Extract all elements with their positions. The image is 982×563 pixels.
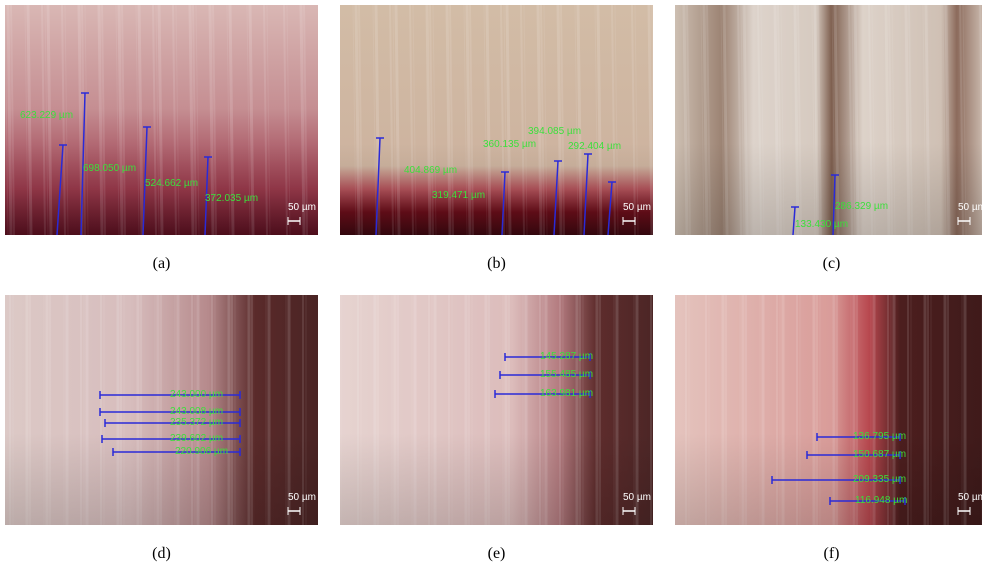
caption: (d) <box>152 545 171 562</box>
measurement-label: 372.035 µm <box>205 193 258 204</box>
measurement-label: 220.906 µm <box>175 446 228 457</box>
measurement-label: 235.372 µm <box>170 417 223 428</box>
measurement-label: 292.404 µm <box>568 141 621 152</box>
caption: (e) <box>488 545 506 562</box>
caption: (c) <box>823 255 841 272</box>
measurement-label: 394.085 µm <box>528 126 581 137</box>
measurement-label: 155.485 µm <box>540 369 593 380</box>
caption: (a) <box>153 255 171 272</box>
measurement-label: 116.948 µm <box>855 495 907 506</box>
measurement-label: 145.287 µm <box>540 351 593 362</box>
measurement-label: 360.135 µm <box>483 139 536 150</box>
scale-bar-label: 50 µm <box>288 492 316 503</box>
measurement-label: 243.000 µm <box>170 389 223 400</box>
measurement-label: 209.335 µm <box>853 474 906 485</box>
measurement-label: 150.687 µm <box>853 449 906 460</box>
panel: 145.287 µm 155.485 µm 163.981 µm 50 µm <box>340 295 653 525</box>
measurement-label: 286.329 µm <box>835 201 888 212</box>
measurement-label: 136.795 µm <box>853 431 906 442</box>
measurement-label: 404.869 µm <box>404 165 457 176</box>
caption: (b) <box>487 255 506 272</box>
shade <box>340 295 653 525</box>
measurement-label: 319.471 µm <box>432 190 485 201</box>
shade <box>5 295 318 525</box>
panel: 133.430 µm 286.329 µm 50 µm <box>675 5 982 235</box>
shade <box>675 5 982 235</box>
scale-bar-label: 50 µm <box>288 202 316 213</box>
panel: 136.795 µm 150.687 µm 209.335 µm 116.948 µm… <box>675 295 982 525</box>
shade <box>675 295 982 525</box>
panel: 404.869 µm 319.471 µm 360.135 µm 394.085 µm… <box>340 5 655 235</box>
measurement-label: 243.008 µm <box>170 406 223 417</box>
measurement-label: 524.662 µm <box>145 178 198 189</box>
shade <box>340 5 653 235</box>
measurement-label: 133.430 µm <box>795 219 848 230</box>
scale-bar-label: 50 µm <box>623 492 651 503</box>
measurement-label: 163.981 µm <box>540 388 593 399</box>
caption: (f) <box>824 545 840 562</box>
measurement-label: 698.050 µm <box>83 163 136 174</box>
scale-bar-label: 50 µm <box>623 202 651 213</box>
scale-bar-label: 50 µm <box>958 202 982 213</box>
panel: 623.229 µm 698.050 µm 524.662 µm 372.035 µm… <box>5 5 318 235</box>
measurement-label: 239.602 µm <box>170 433 223 444</box>
figure: 623.229 µm 698.050 µm 524.662 µm 372.035 µm… <box>0 0 982 563</box>
measurement-label: 623.229 µm <box>20 110 73 121</box>
scale-bar-label: 50 µm <box>958 492 982 503</box>
